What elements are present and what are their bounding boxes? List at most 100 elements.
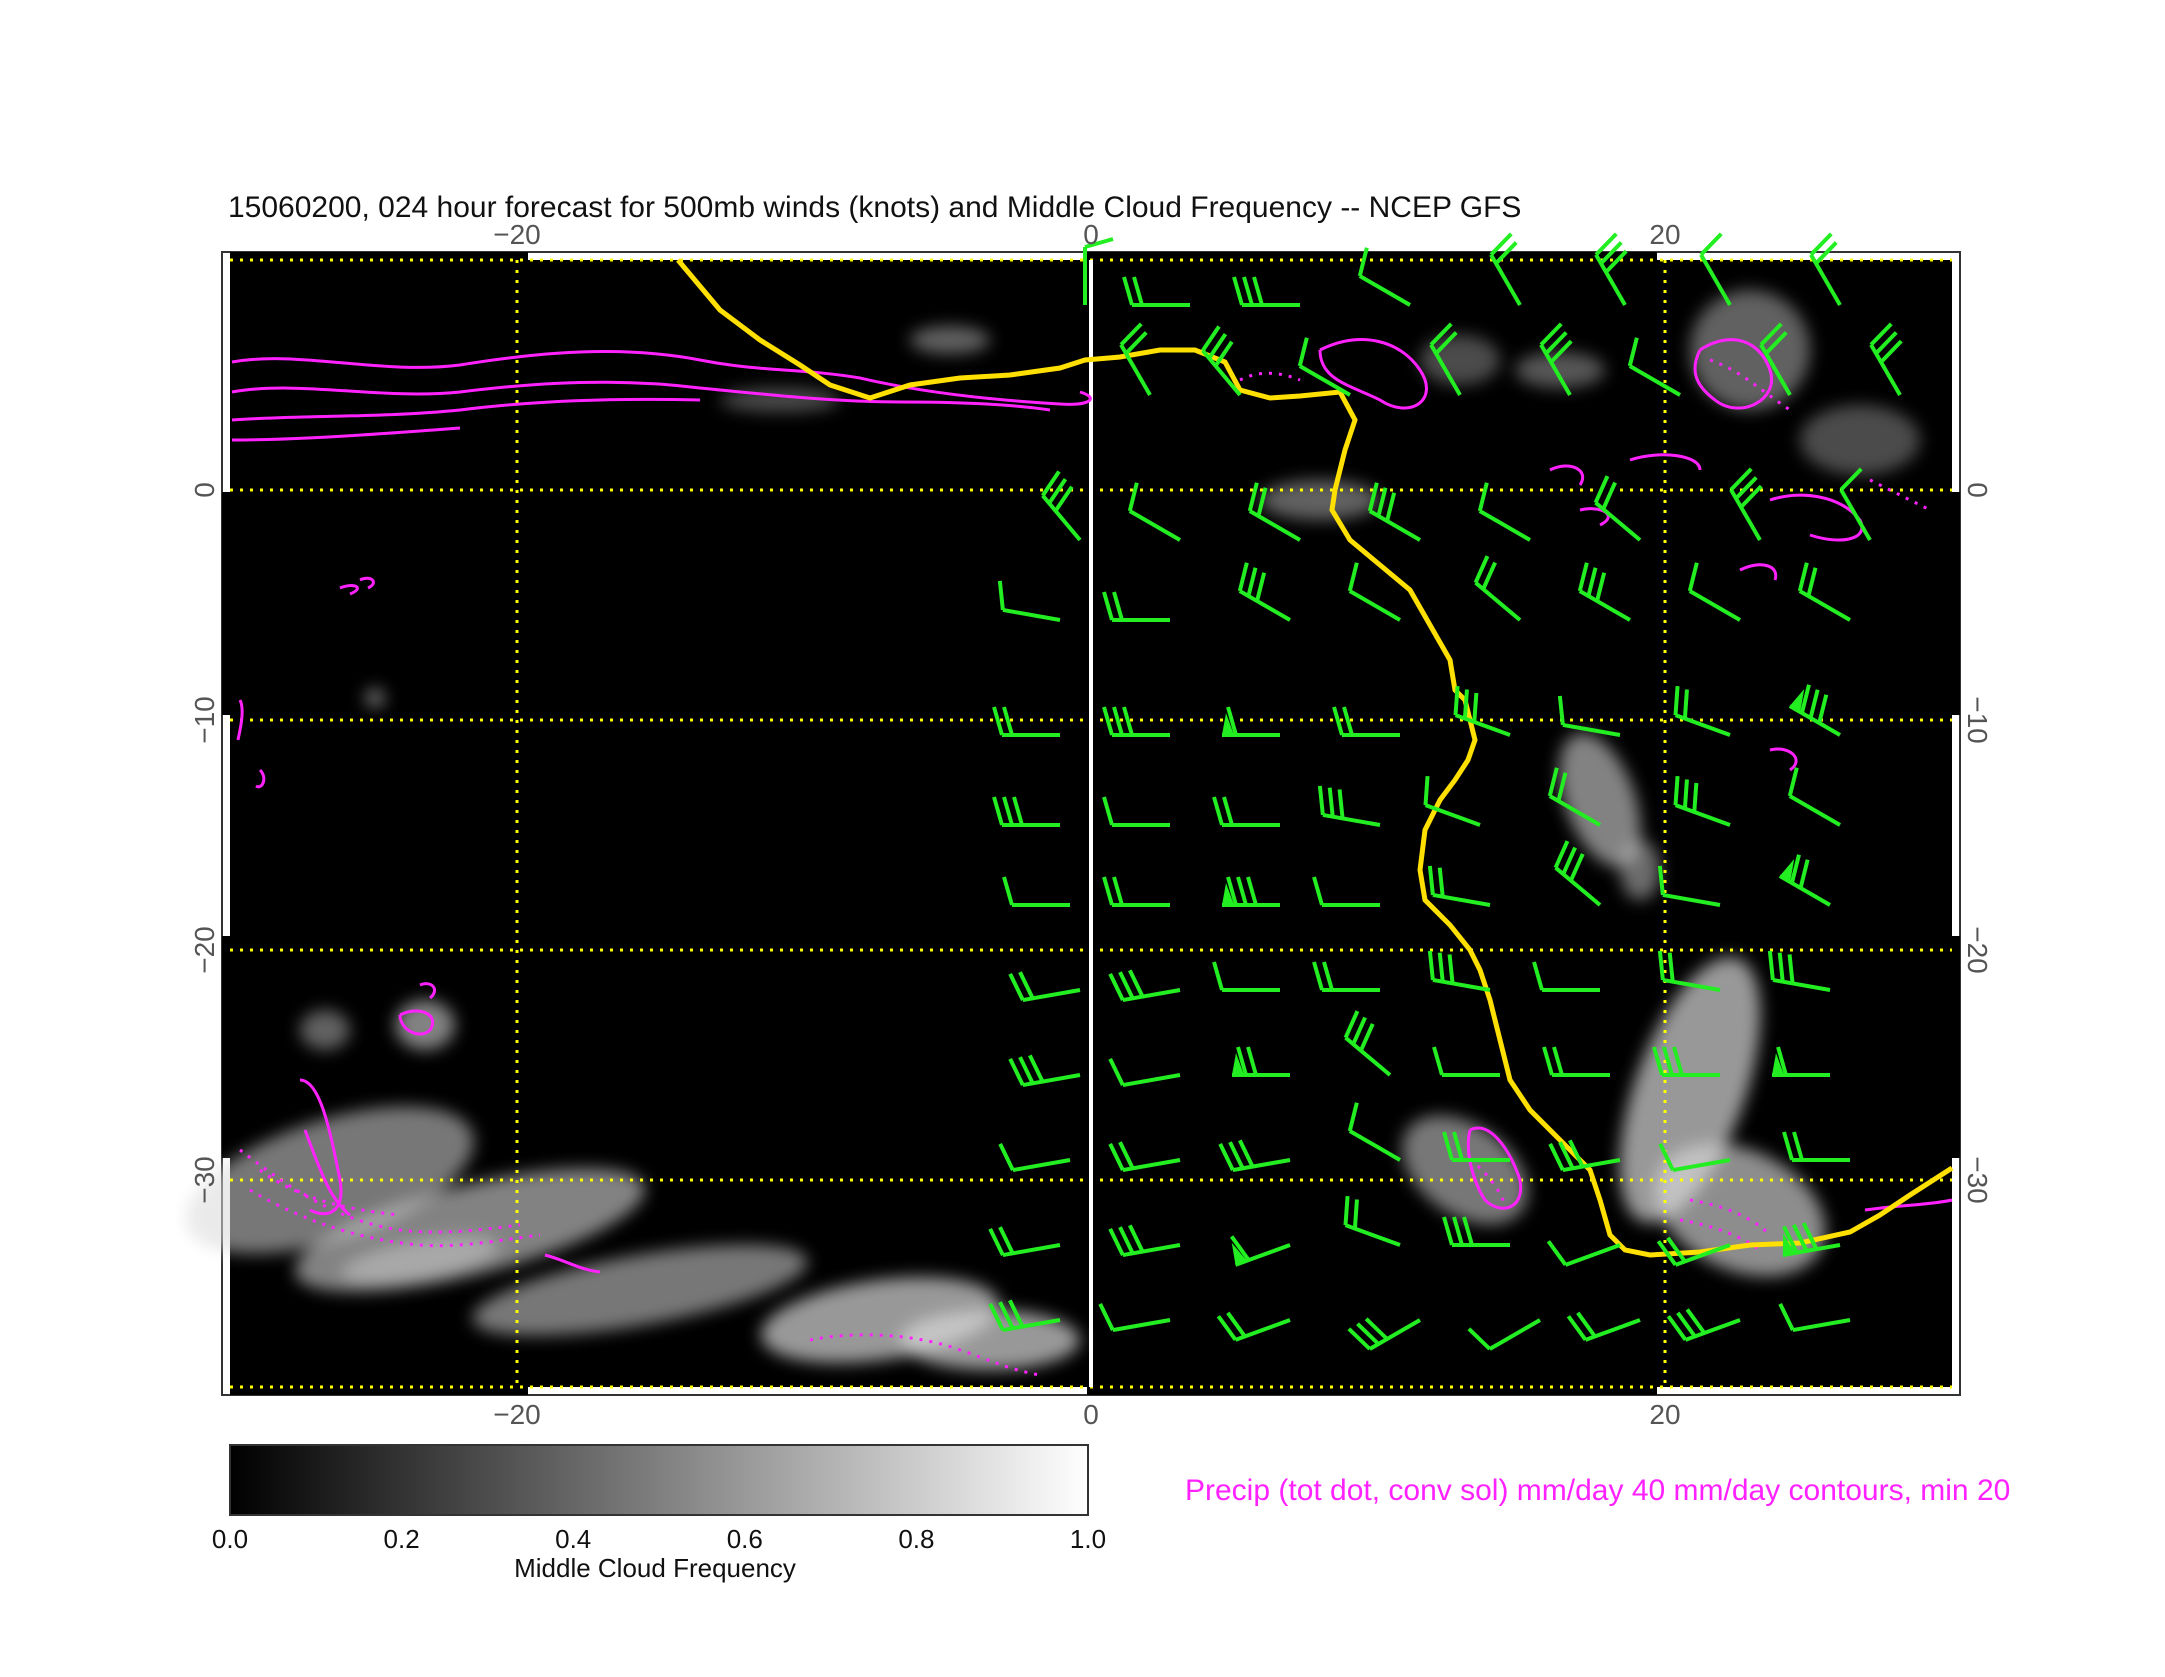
wind-barb	[1532, 961, 1600, 992]
y-tick-label-left: −30	[189, 1156, 220, 1204]
wind-barb	[1102, 591, 1170, 622]
wind-barb	[1453, 685, 1511, 737]
wind-barb	[1083, 237, 1114, 305]
wind-barb	[1489, 232, 1522, 306]
wind-barb	[1427, 950, 1491, 992]
x-tick-label-bottom: −20	[493, 1399, 541, 1430]
wind-barb	[1666, 1308, 1741, 1342]
wind-barb	[1542, 1046, 1610, 1077]
wind-barb	[1539, 322, 1573, 396]
map-title: 15060200, 024 hour forecast for 500mb wi…	[228, 191, 1521, 224]
wind-barb	[1593, 475, 1642, 542]
wind-barb	[988, 1226, 1061, 1258]
wind-barb	[1127, 482, 1181, 542]
wind-barb	[1772, 1046, 1830, 1077]
y-tick-label-left: −20	[189, 926, 220, 974]
wind-barb	[1673, 775, 1731, 827]
wind-barb	[997, 580, 1061, 622]
wind-barb	[1317, 785, 1381, 827]
wind-barb	[1553, 840, 1602, 907]
wind-barb	[1122, 276, 1190, 307]
wind-barb	[1627, 337, 1681, 397]
x-tick-label-top: −20	[493, 219, 541, 250]
x-axis-bottom-labels: −20 0 20	[493, 1399, 1680, 1430]
wind-barb	[1429, 322, 1462, 396]
wind-barb	[1557, 695, 1621, 737]
wind-barbs	[988, 232, 1903, 1351]
wind-barb	[1548, 1139, 1621, 1173]
colorbar-ticks: 0.0 0.2 0.4 0.6 0.8 1.0	[212, 1524, 1106, 1554]
wind-barb	[1102, 796, 1170, 827]
wind-barb	[1657, 950, 1721, 992]
precip-legend-note: Precip (tot dot, conv sol) mm/day 40 mm/…	[1185, 1474, 2010, 1507]
colorbar-tick-label: 1.0	[1070, 1524, 1106, 1554]
wind-barb	[1839, 467, 1872, 541]
wind-barb	[1657, 865, 1721, 907]
wind-barb	[1367, 482, 1421, 542]
y-tick-label-right: −30	[1962, 1156, 1993, 1204]
wind-barb	[1547, 767, 1601, 827]
x-axis-top-labels: −20 0 20	[493, 219, 1680, 250]
x-tick-label-bottom: 20	[1649, 1399, 1680, 1430]
wind-barb	[1577, 562, 1631, 622]
wind-barb	[1432, 1046, 1500, 1077]
wind-barb	[1343, 1195, 1401, 1247]
wind-barb	[1546, 1240, 1621, 1267]
y-axis-left-labels: 0 −10 −20 −30	[189, 482, 220, 1204]
x-tick-label-top: 20	[1649, 219, 1680, 250]
wind-barb	[1357, 247, 1411, 307]
x-tick-label-top: 0	[1083, 219, 1099, 250]
wind-barb	[1041, 470, 1082, 542]
wind-barb	[1778, 1303, 1851, 1333]
wind-barb	[1787, 767, 1841, 827]
wind-barb	[1699, 232, 1732, 306]
wind-barb	[1108, 969, 1181, 1003]
wind-barb	[1332, 706, 1400, 737]
colorbar-tick-label: 0.6	[727, 1524, 763, 1554]
wind-barb	[1869, 322, 1903, 396]
wind-barb	[1809, 232, 1842, 306]
colorbar-tick-label: 0.8	[898, 1524, 934, 1554]
y-tick-label-right: −10	[1962, 696, 1993, 744]
wind-barb	[1782, 1222, 1841, 1258]
wind-barb	[1594, 232, 1628, 306]
wind-barb	[1767, 950, 1831, 992]
wind-barb	[1759, 322, 1792, 396]
wind-barb	[1658, 1143, 1731, 1173]
wind-barb	[1473, 555, 1522, 622]
wind-barb	[988, 1299, 1061, 1333]
wind-barb	[1008, 971, 1081, 1003]
wind-barb	[1108, 1141, 1181, 1173]
wind-barb	[1347, 562, 1401, 622]
wind-barb	[1442, 1216, 1510, 1247]
wind-barb	[1652, 1046, 1720, 1077]
wind-barb	[1467, 1318, 1541, 1351]
wind-barb	[1312, 876, 1380, 907]
y-tick-label-right: 0	[1962, 482, 1993, 498]
wind-barb	[1216, 1311, 1291, 1342]
wind-barb	[1788, 684, 1841, 737]
wind-barb	[1656, 1236, 1731, 1267]
wind-barb	[1343, 1010, 1392, 1077]
x-tick-label-bottom: 0	[1083, 1399, 1099, 1430]
wind-barb	[1347, 1102, 1401, 1162]
wind-barb	[1297, 337, 1351, 397]
coastline	[676, 258, 1954, 1258]
wind-barb	[1229, 1235, 1291, 1267]
wind-barb	[1782, 1131, 1850, 1162]
wind-barb	[1247, 482, 1301, 542]
colorbar-label: Middle Cloud Frequency	[514, 1553, 796, 1583]
y-tick-label-left: −10	[189, 696, 220, 744]
wind-barb	[1673, 685, 1731, 737]
colorbar-tick-label: 0.0	[212, 1524, 248, 1554]
frame-scale-bars	[222, 252, 1960, 1395]
wind-barb	[1108, 1224, 1181, 1258]
wind-barb	[1108, 1058, 1181, 1088]
wind-barb	[1212, 961, 1280, 992]
y-axis-right-labels: 0 −10 −20 −30	[1962, 482, 1993, 1204]
wind-barb	[1218, 1139, 1291, 1173]
wind-barb	[1102, 876, 1170, 907]
wind-barb	[1232, 1046, 1290, 1077]
wind-barb	[998, 1143, 1071, 1173]
